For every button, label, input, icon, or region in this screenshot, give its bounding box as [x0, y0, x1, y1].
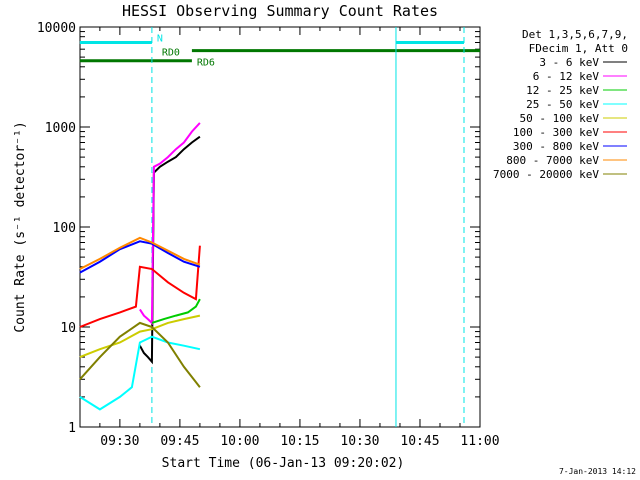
series-line-7 [79, 240, 201, 274]
series-line-6 [79, 245, 201, 328]
x-tick-label: 09:30 [100, 434, 139, 449]
series-line-3 [151, 298, 201, 324]
y-tick-label: 10000 [37, 21, 76, 36]
flag-label-rd0: RD0 [162, 48, 180, 59]
marker-lines [151, 27, 465, 427]
y-tick-label: 10 [60, 321, 76, 336]
legend-label: 7000 - 20000 keV [493, 168, 599, 181]
x-tick-label: 11:00 [460, 434, 499, 449]
series-line-1 [139, 135, 201, 365]
legend-label: 25 - 50 keV [526, 98, 599, 111]
flag-bars: N RD0 RD6 [79, 33, 480, 69]
x-tick-label: 10:45 [400, 434, 439, 449]
footer-timestamp: 7-Jan-2013 14:12 [559, 467, 636, 476]
x-tick-label: 10:15 [280, 434, 319, 449]
y-tick-label: 1000 [45, 121, 76, 136]
series-line-5 [79, 314, 201, 359]
y-tick-label: 1 [68, 421, 76, 436]
series-line-8 [79, 236, 201, 270]
series-line-4 [79, 335, 201, 411]
plot-area: 09:30 09:45 10:00 10:15 10:30 10:45 11:00 1 10 10… [37, 21, 500, 449]
legend-header: Det 1,3,5,6,7,9, [522, 28, 628, 41]
legend-header: FDecim 1, Att 0 [529, 42, 628, 55]
plot-frame [79, 26, 481, 428]
series-line-9 [79, 321, 201, 388]
legend-label: 12 - 25 keV [526, 84, 599, 97]
legend-label: 100 - 300 keV [513, 126, 599, 139]
x-tick-label: 10:30 [340, 434, 379, 449]
legend-label: 6 - 12 keV [533, 70, 600, 83]
chart-title: HESSI Observing Summary Count Rates [122, 2, 438, 20]
series-group [79, 122, 201, 411]
x-tick-label: 10:00 [220, 434, 259, 449]
y-tick-label: 100 [53, 221, 76, 236]
legend-label: 50 - 100 keV [520, 112, 600, 125]
legend-label: 800 - 7000 keV [506, 154, 599, 167]
axis-ticks: 09:30 09:45 10:00 10:15 10:30 10:45 11:00 1 10 10… [37, 21, 500, 449]
y-axis-label: Count Rate (s⁻¹ detector⁻¹) [13, 121, 28, 332]
legend-label: 3 - 6 keV [539, 56, 599, 69]
x-tick-label: 09:45 [160, 434, 199, 449]
flag-label-rd6: RD6 [197, 58, 215, 69]
legend: Det 1,3,5,6,7,9,FDecim 1, Att 03 - 6 keV… [493, 28, 628, 181]
flag-label-n: N [157, 33, 163, 44]
legend-label: 300 - 800 keV [513, 140, 599, 153]
x-axis-label: Start Time (06-Jan-13 09:20:02) [162, 456, 405, 471]
series-line-2 [139, 122, 201, 326]
